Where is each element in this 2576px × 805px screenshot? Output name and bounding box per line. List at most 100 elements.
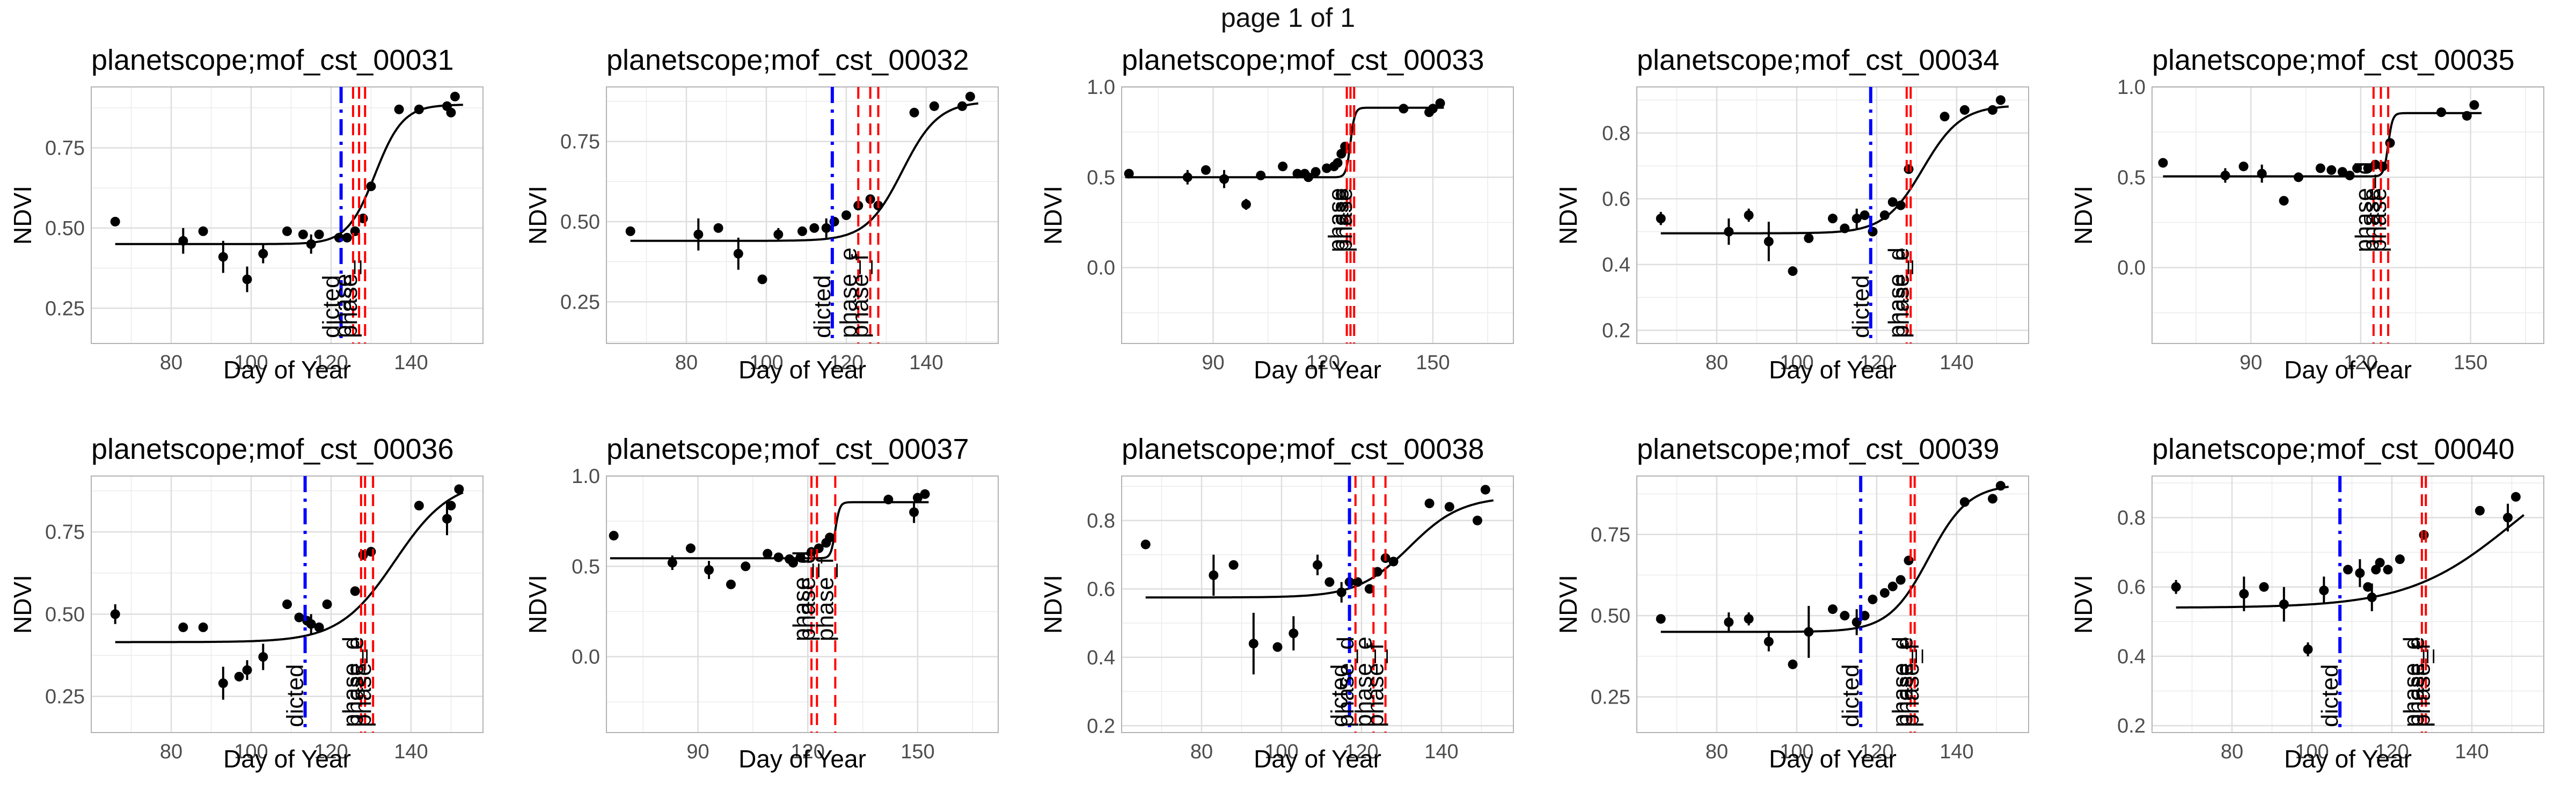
x-tick-label: 120 [1860, 741, 1893, 763]
data-point [242, 665, 252, 675]
data-point [773, 229, 784, 239]
data-point [2375, 558, 2385, 568]
x-tick-label: 140 [2455, 741, 2489, 763]
x-axis-label: Day of Year [1254, 745, 1381, 773]
data-point [1995, 95, 2006, 105]
y-tick-label: 0.2 [1087, 715, 1115, 737]
y-axis-label: NDVI [1554, 186, 1582, 245]
y-tick-label: 0.50 [45, 603, 85, 626]
data-point [242, 274, 252, 284]
data-point [1292, 169, 1302, 179]
x-tick-label: 80 [675, 352, 698, 374]
line-annotation: dicted [318, 275, 345, 338]
panel-title: planetscope;mof_cst_00033 [1122, 44, 1484, 76]
y-axis-label: NDVI [2069, 186, 2097, 245]
line-annotation: phase_d [338, 636, 364, 727]
data-point [2337, 167, 2347, 177]
fitted-curve [115, 104, 463, 245]
data-point [909, 107, 919, 118]
line-annotation: dicted [1838, 664, 1864, 727]
data-point [1904, 555, 1914, 566]
line-annotation: dicted [2317, 664, 2343, 727]
data-point [1724, 617, 1734, 627]
facet-panel: planetscope;mof_cst_00034 80 100 120 140 0.2 0… [1554, 44, 2029, 384]
data-point [1860, 210, 1870, 220]
data-point [1140, 539, 1151, 550]
data-point [110, 609, 120, 619]
y-tick-label: 0.25 [1591, 686, 1630, 708]
x-tick-label: 80 [1190, 741, 1213, 763]
y-axis-label: NDVI [2069, 575, 2097, 634]
x-tick-label: 120 [2344, 352, 2377, 374]
y-tick-label: 0.75 [45, 521, 85, 544]
data-point [414, 104, 424, 114]
y-tick-label: 0.0 [572, 646, 600, 669]
data-point [2345, 170, 2355, 180]
data-point [2259, 582, 2269, 592]
x-tick-label: 90 [2240, 352, 2262, 374]
data-point [110, 216, 120, 226]
data-point [2363, 163, 2373, 173]
x-tick-label: 120 [1344, 741, 1378, 763]
x-tick-label: 140 [1940, 352, 1973, 374]
data-point [2419, 530, 2429, 540]
data-point [1352, 577, 1363, 587]
y-tick-label: 0.4 [2117, 646, 2146, 668]
data-point [1322, 163, 1332, 173]
x-tick-label: 80 [160, 741, 182, 763]
data-point [797, 226, 807, 236]
x-tick-label: 140 [394, 741, 428, 763]
fitted-curve [2176, 514, 2525, 609]
panel-border [606, 86, 999, 344]
data-point [342, 232, 352, 243]
data-point [625, 226, 635, 236]
x-tick-label: 120 [1860, 352, 1893, 374]
x-tick-label: 120 [791, 741, 825, 763]
data-point [685, 543, 696, 553]
panel-border [91, 475, 484, 733]
data-point [2363, 582, 2373, 592]
data-point [726, 579, 736, 589]
line-annotation: phase [1327, 188, 1353, 252]
y-tick-label: 0.75 [560, 131, 600, 153]
y-axis-label: NDVI [524, 186, 552, 245]
data-point [1182, 172, 1192, 182]
x-tick-label: 100 [2295, 741, 2329, 763]
data-point [218, 252, 228, 262]
x-axis-label: Day of Year [1254, 356, 1381, 384]
data-point [1124, 169, 1134, 179]
data-point [1444, 502, 1454, 512]
data-point [733, 248, 743, 259]
facet-panel: planetscope;mof_cst_00031 80 100 120 140 0.25… [9, 44, 484, 384]
panel-title: planetscope;mof_cst_00037 [606, 433, 969, 465]
x-tick-label: 140 [1940, 741, 1973, 763]
data-point [366, 181, 376, 192]
line-annotation: phase_e [1887, 247, 1914, 338]
data-point [667, 558, 677, 568]
data-point [1879, 210, 1890, 220]
x-tick-label: 120 [314, 741, 348, 763]
data-point [446, 107, 456, 118]
data-point [809, 223, 819, 233]
x-axis-label: Day of Year [2284, 356, 2412, 384]
data-point [258, 652, 268, 662]
y-tick-label: 0.25 [560, 291, 600, 313]
line-annotation: phase_f [847, 254, 874, 338]
data-point [1987, 494, 1997, 504]
data-point [2279, 196, 2289, 206]
x-axis-label: Day of Year [2284, 745, 2412, 773]
fitted-curve [1145, 499, 1494, 599]
data-point [2293, 172, 2303, 182]
data-point [2239, 589, 2249, 599]
data-point [1272, 642, 1283, 652]
data-point [1311, 167, 1321, 177]
x-tick-label: 150 [1416, 352, 1450, 374]
x-tick-label: 80 [1706, 741, 1728, 763]
y-tick-label: 0.6 [1602, 188, 1630, 210]
panel-title: planetscope;mof_cst_00038 [1122, 433, 1484, 465]
x-tick-label: 100 [234, 741, 268, 763]
